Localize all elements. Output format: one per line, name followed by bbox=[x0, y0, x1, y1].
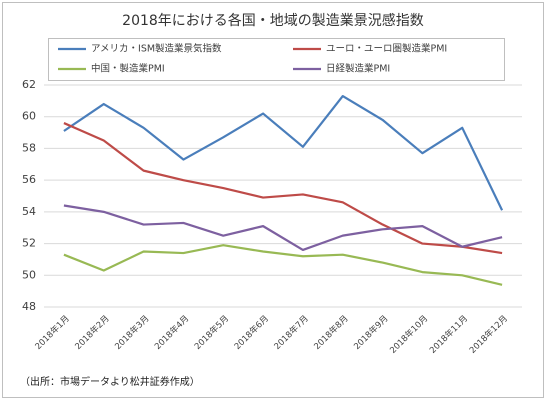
source-note: （出所：市場データより松井証券作成） bbox=[20, 375, 200, 388]
y-tick-label: 60 bbox=[22, 110, 36, 123]
line-series bbox=[63, 122, 503, 255]
chart-title: 2018年における各国・地域の製造業景況感指数 bbox=[122, 12, 424, 29]
legend-label: アメリカ・ISM製造業景気指数 bbox=[91, 43, 222, 55]
y-tick-label: 58 bbox=[22, 141, 36, 154]
line-series bbox=[63, 95, 504, 211]
legend-box bbox=[48, 38, 505, 81]
line-series bbox=[63, 244, 503, 286]
y-tick-label: 56 bbox=[22, 173, 36, 186]
line-series bbox=[63, 204, 503, 252]
legend-label: ユーロ・ユーロ圏製造業PMI bbox=[326, 43, 447, 55]
y-tick-label: 54 bbox=[22, 205, 36, 218]
y-tick-label: 48 bbox=[22, 300, 36, 313]
y-tick-label: 50 bbox=[22, 268, 36, 281]
y-tick-label: 62 bbox=[22, 78, 36, 91]
legend-label: 中国・製造業PMI bbox=[91, 63, 165, 75]
legend-label: 日経製造業PMI bbox=[326, 63, 390, 75]
y-tick-label: 52 bbox=[22, 237, 36, 250]
